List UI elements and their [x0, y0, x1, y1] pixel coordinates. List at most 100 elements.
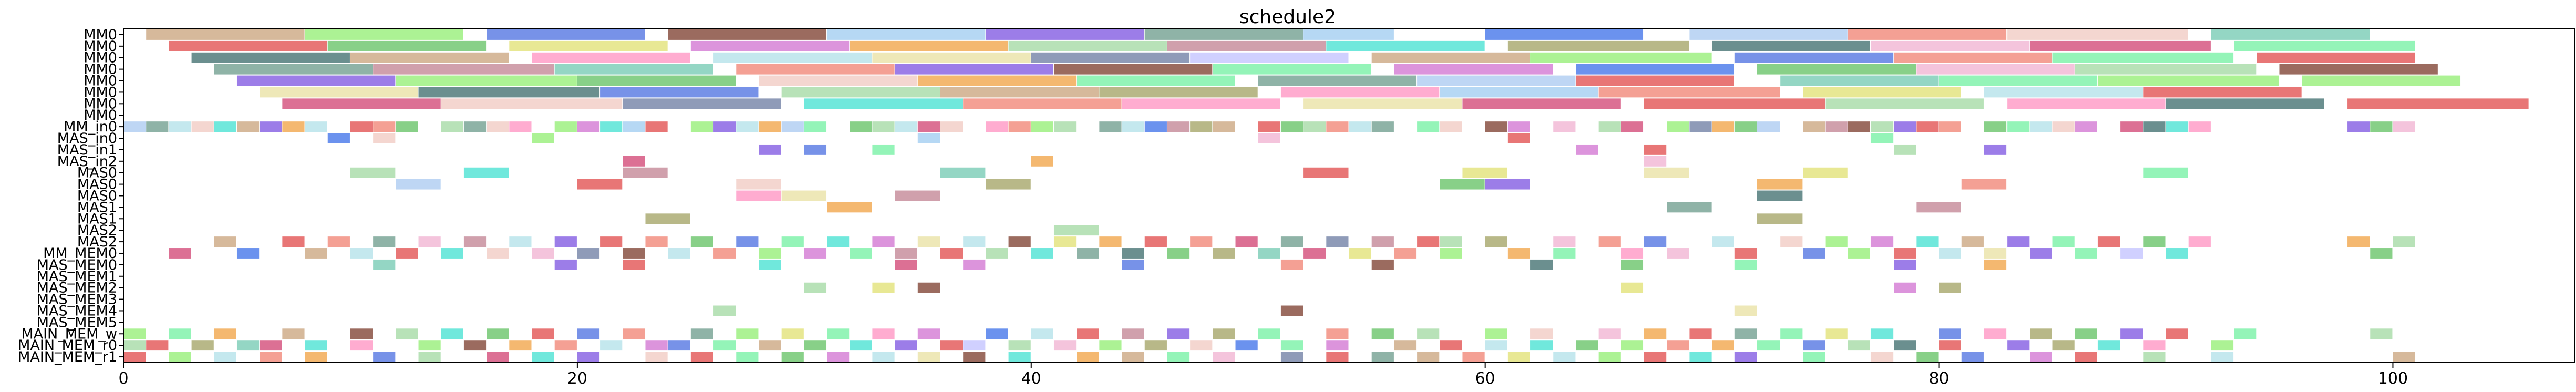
bar-307	[1122, 259, 1144, 270]
bar-13	[169, 40, 327, 51]
bar-44	[1053, 64, 1213, 75]
bar-254	[2143, 236, 2166, 247]
bar-369	[146, 340, 169, 351]
bar-170	[373, 133, 396, 143]
bar-258	[169, 248, 191, 259]
bar-172	[917, 133, 940, 143]
bar-10	[1848, 29, 2007, 40]
bar-249	[1916, 236, 1939, 247]
bar-281	[1258, 248, 1280, 259]
bar-359	[1870, 328, 1894, 339]
y-tick-label-1: MM0	[84, 38, 117, 55]
bar-153	[1870, 121, 1894, 132]
bar-101	[396, 121, 418, 132]
bar-425	[645, 352, 668, 362]
bar-220	[554, 236, 577, 247]
bar-173	[1258, 133, 1280, 143]
bar-85	[1644, 98, 1825, 109]
bar-206	[1757, 190, 1803, 201]
bar-194	[2143, 167, 2188, 178]
y-tick-label-24: MAS_MEM4	[37, 303, 117, 319]
bar-270	[759, 248, 781, 259]
bar-131	[1213, 121, 1235, 132]
bar-294	[1939, 248, 1961, 259]
bar-436	[1167, 352, 1190, 362]
bar-256	[2347, 236, 2370, 247]
bar-94	[214, 121, 236, 132]
bar-20	[1326, 40, 1485, 51]
bar-423	[532, 352, 554, 362]
bar-309	[1371, 259, 1394, 270]
bar-104	[487, 121, 509, 132]
bar-356	[1734, 328, 1757, 339]
bar-221	[600, 236, 623, 247]
bar-58	[1258, 75, 1417, 86]
bar-182	[1984, 144, 2007, 155]
bar-341	[986, 328, 1008, 339]
bar-124	[1031, 121, 1053, 132]
bar-49	[1916, 64, 2075, 75]
bar-102	[441, 121, 463, 132]
bar-192	[1644, 167, 1689, 178]
bar-219	[509, 236, 532, 247]
bar-3	[668, 29, 827, 40]
bar-213	[214, 236, 236, 247]
bar-412	[2097, 340, 2120, 351]
bar-397	[1394, 340, 1417, 351]
bar-228	[917, 236, 940, 247]
bar-119	[895, 121, 917, 132]
bar-450	[1870, 352, 1894, 362]
bar-413	[2143, 340, 2166, 351]
bar-375	[418, 340, 441, 351]
bar-65	[260, 87, 418, 98]
bar-169	[327, 133, 350, 143]
bar-439	[1326, 352, 1349, 362]
bar-188	[623, 167, 668, 178]
bar-199	[1440, 179, 1485, 190]
bar-134	[1303, 121, 1326, 132]
bar-406	[1803, 340, 1825, 351]
bar-285	[1440, 248, 1462, 259]
bar-193	[1803, 167, 1848, 178]
bar-28	[532, 52, 690, 63]
bar-276	[1031, 248, 1053, 259]
bar-242	[1553, 236, 1576, 247]
bar-372	[260, 340, 282, 351]
bar-241	[1485, 236, 1507, 247]
bar-117	[850, 121, 872, 132]
bar-385	[850, 340, 872, 351]
bar-317	[917, 282, 940, 293]
bar-137	[1371, 121, 1394, 132]
bar-118	[872, 121, 895, 132]
bar-434	[1077, 352, 1099, 362]
bar-428	[781, 352, 804, 362]
bar-367	[2370, 328, 2393, 339]
bar-301	[373, 259, 396, 270]
bar-201	[1757, 179, 1803, 190]
bar-267	[623, 248, 645, 259]
y-tick-label-16: MAS1	[77, 211, 117, 227]
bar-440	[1371, 352, 1394, 362]
bar-2	[487, 29, 645, 40]
bar-22	[1712, 40, 1870, 51]
bar-308	[1280, 259, 1303, 270]
bar-237	[1326, 236, 1349, 247]
bar-23	[1870, 40, 2030, 51]
bar-407	[1848, 340, 1870, 351]
bar-200	[1485, 179, 1530, 190]
bar-112	[713, 121, 736, 132]
bar-338	[827, 328, 850, 339]
bar-149	[1757, 121, 1780, 132]
bar-132	[1258, 121, 1280, 132]
bar-92	[169, 121, 191, 132]
bar-287	[1553, 248, 1576, 259]
bars-layer	[123, 29, 2529, 362]
bar-454	[2075, 352, 2097, 362]
bar-360	[1939, 328, 1961, 339]
bar-98	[305, 121, 327, 132]
bar-244	[1644, 236, 1667, 247]
bar-186	[350, 167, 396, 178]
bar-144	[1621, 121, 1644, 132]
bar-399	[1485, 340, 1507, 351]
bar-5	[986, 29, 1144, 40]
